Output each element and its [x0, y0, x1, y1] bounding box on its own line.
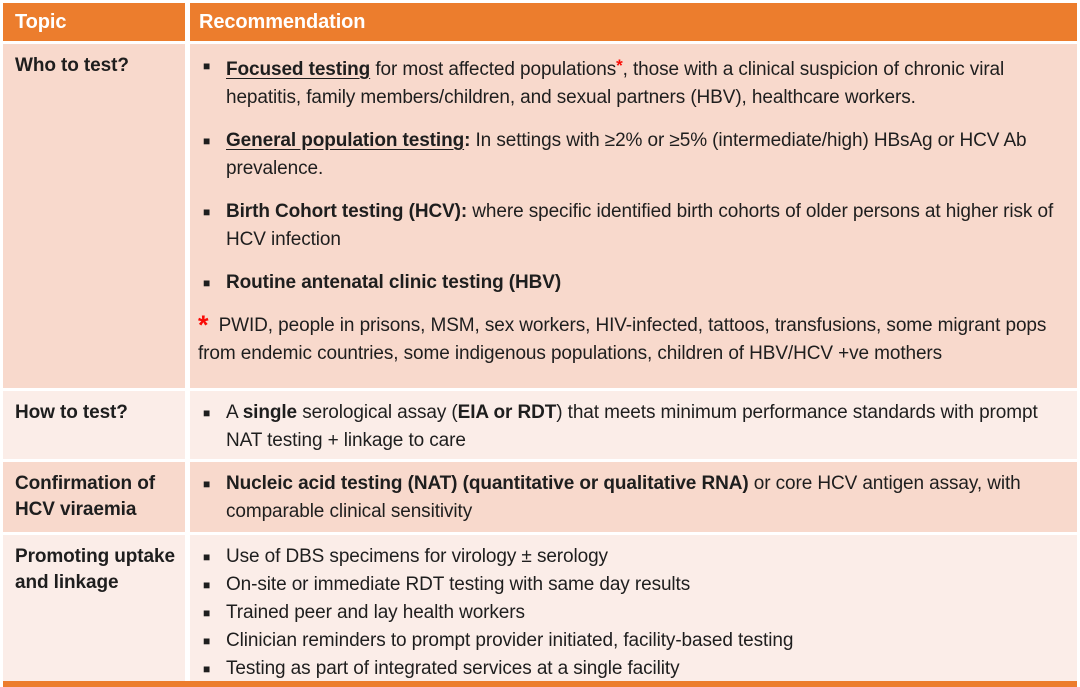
footnote-text: * PWID, people in prisons, MSM, sex work… [198, 310, 1047, 365]
bullet-square-icon: ■ [203, 477, 211, 491]
bullet-item: ■ Birth Cohort testing (HCV): where speci… [198, 198, 1063, 254]
reference-asterisk: * [616, 56, 623, 75]
bullet-item: ■ On-site or immediate RDT testing with s… [198, 571, 1063, 599]
bullet-text: Focused testing for most affected popula… [226, 56, 1005, 108]
topic-cell: How to test? [3, 391, 190, 459]
recommendation-cell: ■ Use of DBS specimens for virology ± ser… [190, 535, 1077, 687]
bullet-text: Testing as part of integrated services a… [226, 658, 680, 679]
bullet-item: ■ Testing as part of integrated services … [198, 655, 1063, 683]
bullet-item: ■ Nucleic acid testing (NAT) (quantitativ… [198, 470, 1063, 526]
topic-cell: Promoting uptake and linkage [3, 535, 190, 687]
recommendation-cell: ■ Focused testing for most affected popul… [190, 44, 1077, 388]
table-header-row: Topic Recommendation [3, 3, 1077, 44]
bullet-text: Trained peer and lay health workers [226, 602, 525, 623]
bullet-text: Routine antenatal clinic testing (HBV) [226, 272, 562, 293]
bullet-square-icon: ■ [203, 276, 211, 290]
table-row: Who to test? ■ Focused testing for most af… [3, 44, 1077, 391]
bullet-item: ■ Use of DBS specimens for virology ± ser… [198, 543, 1063, 571]
bullet-square-icon: ■ [203, 662, 211, 676]
bullet-item: ■ Clinician reminders to prompt provider … [198, 627, 1063, 655]
table-body: Who to test? ■ Focused testing for most af… [3, 44, 1077, 687]
bullet-text: On-site or immediate RDT testing with sa… [226, 574, 691, 595]
bullet-square-icon: ■ [203, 406, 211, 420]
bullet-item: ■ Routine antenatal clinic testing (HBV) [198, 269, 1063, 297]
footnote-item: * PWID, people in prisons, MSM, sex work… [198, 312, 1063, 368]
table-row: Promoting uptake and linkage ■ Use of DBS … [3, 535, 1077, 687]
bullet-text: Nucleic acid testing (NAT) (quantitative… [226, 473, 1021, 522]
bullet-square-icon: ■ [203, 134, 211, 148]
bullet-text: Birth Cohort testing (HCV): where specif… [226, 201, 1054, 250]
bullet-text: A single serological assay (EIA or RDT) … [226, 402, 1038, 451]
bullet-item: ■ Trained peer and lay health workers [198, 599, 1063, 627]
bullet-square-icon: ■ [203, 59, 211, 73]
bullet-square-icon: ■ [203, 634, 211, 648]
table-row: How to test? ■ A single serological assay … [3, 391, 1077, 462]
header-topic-label: Topic [15, 10, 67, 33]
footnote-asterisk: * [198, 310, 209, 340]
recommendation-cell: ■ Nucleic acid testing (NAT) (quantitativ… [190, 462, 1077, 532]
header-cell-topic: Topic [3, 3, 190, 41]
bullet-text: Clinician reminders to prompt provider i… [226, 630, 794, 651]
table-bottom-border [3, 681, 1077, 687]
bullet-square-icon: ■ [203, 205, 211, 219]
bullet-square-icon: ■ [203, 606, 211, 620]
recommendation-cell: ■ A single serological assay (EIA or RDT)… [190, 391, 1077, 459]
topic-cell: Who to test? [3, 44, 190, 388]
bullet-square-icon: ■ [203, 578, 211, 592]
header-cell-recommendation: Recommendation [190, 3, 1077, 41]
table-row: Confirmation of HCV viraemia ■ Nucleic aci… [3, 462, 1077, 535]
bullet-text: General population testing: In settings … [226, 130, 1027, 179]
bullet-square-icon: ■ [203, 550, 211, 564]
bullet-item: ■ A single serological assay (EIA or RDT)… [198, 399, 1063, 455]
header-recommendation-label: Recommendation [199, 10, 366, 33]
bullet-item: ■ General population testing: In settings… [198, 127, 1063, 183]
bullet-text: Use of DBS specimens for virology ± sero… [226, 546, 608, 567]
topic-cell: Confirmation of HCV viraemia [3, 462, 190, 532]
bullet-item: ■ Focused testing for most affected popul… [198, 52, 1063, 112]
